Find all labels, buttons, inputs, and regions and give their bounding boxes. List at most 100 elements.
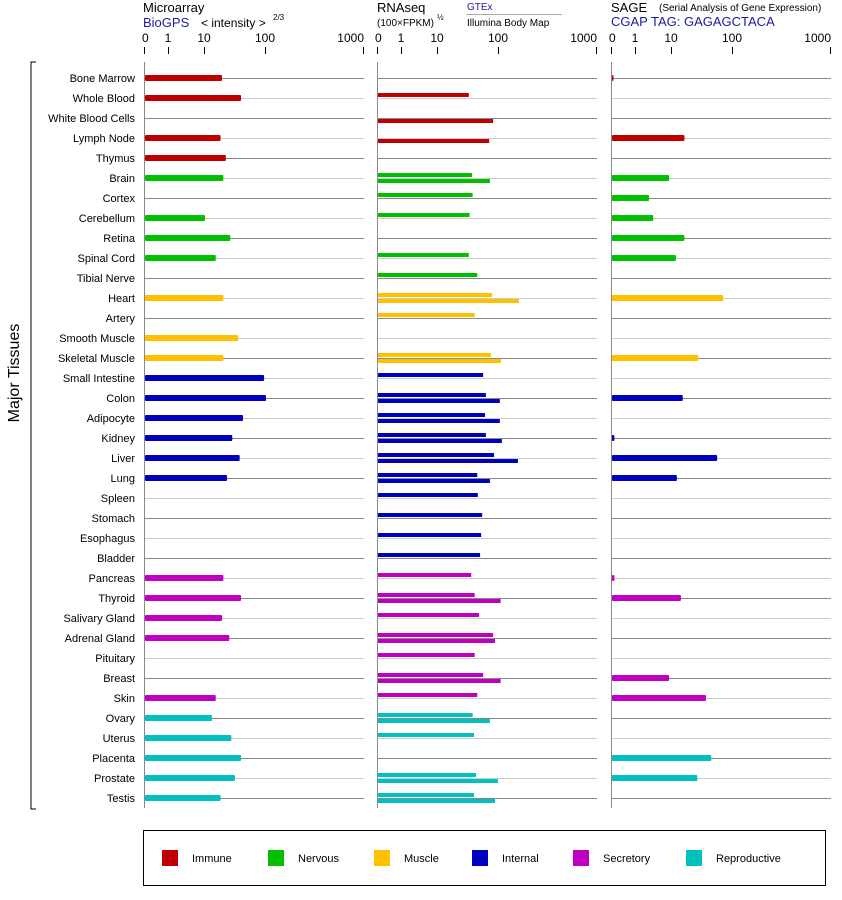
bar-gtex — [378, 373, 484, 377]
bar-sage — [612, 175, 670, 181]
bar-gtex — [378, 353, 492, 357]
x-tick-label: 1 — [398, 31, 405, 45]
rnaseq-unit: (100×FPKM) — [377, 18, 434, 29]
x-tick-label: 0 — [609, 31, 616, 45]
bar-gtex — [378, 713, 473, 717]
bar-biogps — [145, 155, 226, 161]
bar-sage — [612, 135, 685, 141]
bar-biogps — [145, 755, 242, 761]
bar-gtex — [378, 553, 481, 557]
bar-gtex — [378, 653, 475, 657]
x-tick-label: 1000 — [570, 31, 597, 45]
legend-swatch-reproductive — [686, 850, 702, 866]
tissue-label: Kidney — [101, 433, 135, 445]
tissue-label: Retina — [103, 233, 136, 245]
bar-sage — [612, 235, 685, 241]
tissue-label: Ovary — [106, 713, 136, 725]
x-tick-label: 100 — [488, 31, 508, 45]
legend-box — [143, 830, 826, 886]
bar-sage — [612, 455, 718, 461]
tissue-label: Whole Blood — [73, 93, 135, 105]
tissue-label: Bone Marrow — [70, 73, 135, 85]
tissue-label: Colon — [106, 393, 135, 405]
tissue-label: Breast — [103, 673, 135, 685]
bar-biogps — [145, 375, 265, 381]
x-tick-label: 1 — [632, 31, 639, 45]
bar-gtex — [378, 273, 478, 277]
tissue-label: Brain — [109, 173, 135, 185]
bar-biogps — [145, 395, 266, 401]
bar-biogps — [145, 355, 224, 361]
tissue-label: Lung — [111, 473, 135, 485]
illumina-label: Illumina Body Map — [467, 18, 550, 29]
bar-illumina-body-map — [378, 399, 500, 403]
bar-gtex — [378, 413, 486, 417]
bar-gtex — [378, 173, 472, 177]
bar-biogps — [145, 475, 228, 481]
tissue-label: Liver — [111, 453, 135, 465]
x-tick-label: 1000 — [804, 31, 831, 45]
bar-gtex — [378, 393, 486, 397]
bar-illumina-body-map — [378, 299, 520, 303]
legend-swatch-secretory — [573, 850, 589, 866]
bar-biogps — [145, 435, 233, 441]
sage-title: SAGE — [611, 0, 647, 15]
microarray-unit-exponent: 2/3 — [273, 13, 285, 22]
bar-gtex — [378, 213, 470, 217]
legend-label-internal: Internal — [502, 853, 539, 865]
bar-sage — [612, 595, 681, 601]
x-tick-label: 0 — [375, 31, 382, 45]
y-axis-label: Major Tissues — [6, 324, 23, 423]
tissue-label: Spleen — [101, 493, 135, 505]
x-tick-label: 10 — [197, 31, 211, 45]
bar-biogps — [145, 795, 221, 801]
bar-biogps — [145, 615, 223, 621]
bar-sage — [612, 355, 699, 361]
bar-gtex — [378, 793, 475, 797]
tissue-bracket — [30, 61, 36, 810]
tissue-label: Cortex — [103, 193, 136, 205]
gtex-label[interactable]: GTEx — [467, 2, 493, 13]
tissue-label: Pituitary — [95, 653, 135, 665]
rnaseq-title: RNAseq — [377, 0, 425, 15]
bar-sage — [612, 695, 706, 701]
tissue-label: Smooth Muscle — [59, 333, 135, 345]
biogps-label[interactable]: BioGPS — [143, 15, 190, 30]
bar-gtex — [378, 593, 475, 597]
tissue-label: Artery — [106, 313, 136, 325]
bar-illumina-body-map — [378, 679, 501, 683]
legend-swatch-immune — [162, 850, 178, 866]
tissue-label: Thyroid — [98, 593, 135, 605]
tissue-label: Adrenal Gland — [65, 633, 135, 645]
bar-gtex — [378, 673, 484, 677]
bar-sage — [612, 255, 676, 261]
bar-sage — [612, 575, 615, 581]
legend-swatch-nervous — [268, 850, 284, 866]
tissue-label: Spinal Cord — [78, 253, 135, 265]
bar-sage — [612, 295, 724, 301]
bar-gtex — [378, 693, 478, 697]
bar-gtex — [378, 253, 469, 257]
tissue-label: Small Intestine — [63, 373, 135, 385]
bar-gtex — [378, 493, 478, 497]
legend-label-nervous: Nervous — [298, 853, 339, 865]
bar-gtex — [378, 733, 475, 737]
bar-sage — [612, 475, 677, 481]
bar-biogps — [145, 415, 244, 421]
bar-gtex — [378, 573, 472, 577]
bar-biogps — [145, 295, 224, 301]
bar-illumina-body-map — [378, 419, 500, 423]
tissue-label: Esophagus — [80, 533, 136, 545]
bar-sage — [612, 675, 670, 681]
bar-gtex — [378, 613, 479, 617]
bar-gtex — [378, 453, 495, 457]
bar-biogps — [145, 175, 224, 181]
bar-biogps — [145, 575, 224, 581]
bar-biogps — [145, 135, 221, 141]
legend-label-muscle: Muscle — [404, 853, 439, 865]
bar-illumina-body-map — [378, 639, 496, 643]
cgap-tag-label[interactable]: CGAP TAG: GAGAGCTACA — [611, 14, 775, 29]
bar-sage — [612, 775, 698, 781]
bar-gtex — [378, 633, 494, 637]
